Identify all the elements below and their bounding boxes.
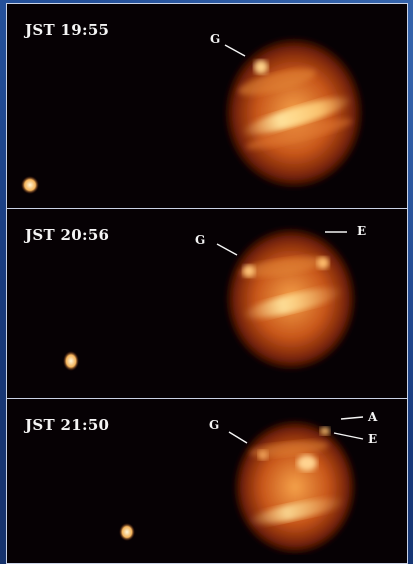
pointer-lines (228, 416, 364, 444)
planet-image (235, 421, 355, 553)
pointer-lines (224, 44, 246, 57)
moon-dot (63, 351, 79, 371)
timestamp-label: JST 19:55 (25, 21, 110, 39)
image-panel-3: JST 21:50 G (6, 398, 408, 564)
spot-label-a: A (368, 410, 378, 424)
moon-dot (119, 523, 135, 541)
timestamp-label: JST 21:50 (25, 416, 110, 434)
pointer-lines (216, 231, 347, 256)
moon-dot (21, 176, 39, 194)
spot-label-g: G (195, 233, 206, 247)
spot-label-g: G (210, 32, 221, 46)
image-panel-2: JST 20:56 G E (6, 208, 408, 399)
timestamp-label: JST 20:56 (25, 226, 110, 244)
spot-label-e: E (368, 432, 378, 446)
spot-label-g: G (209, 418, 220, 432)
spot-label-e: E (357, 224, 367, 238)
planet-image (226, 39, 362, 187)
image-panel-1: JST 19:55 G (6, 3, 408, 209)
planet-image (227, 229, 355, 369)
